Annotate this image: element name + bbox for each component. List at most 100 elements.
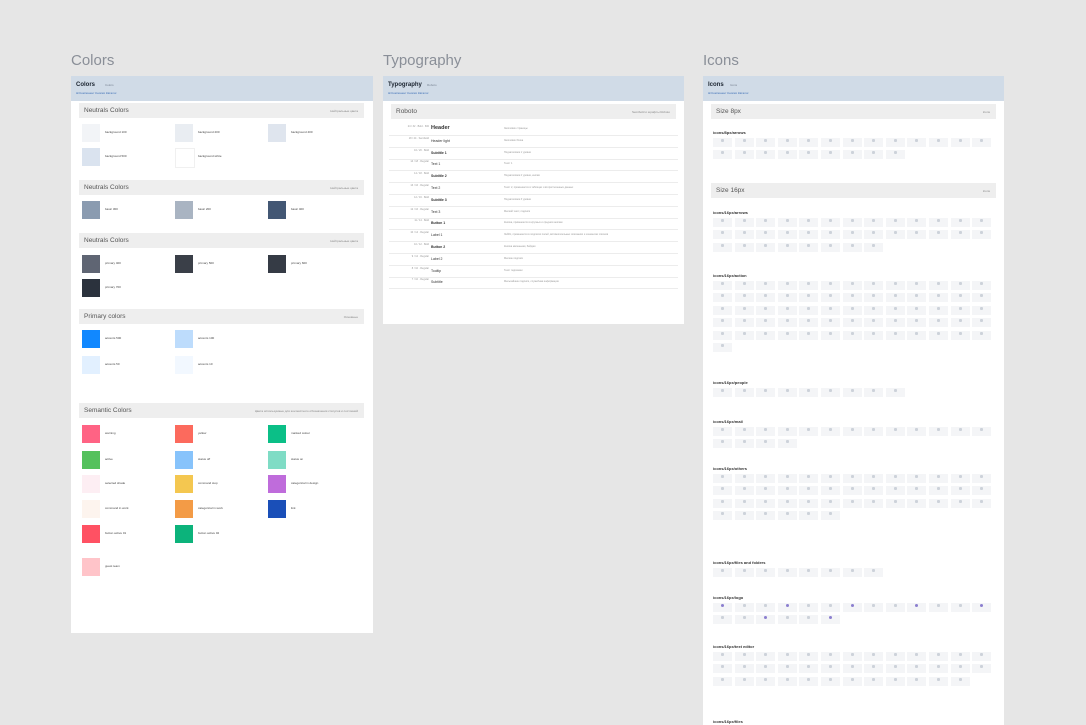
icon-cell[interactable] <box>734 439 754 449</box>
icon-cell[interactable] <box>713 568 732 577</box>
icon-cell[interactable] <box>907 218 927 227</box>
icon-cell[interactable] <box>821 281 840 290</box>
icon-cell[interactable] <box>756 293 776 303</box>
icon-cell[interactable] <box>907 603 927 612</box>
color-swatch[interactable] <box>82 451 100 469</box>
icon-cell[interactable] <box>734 330 754 340</box>
icon-cell[interactable] <box>821 242 840 252</box>
icon-cell[interactable] <box>734 498 754 508</box>
icon-cell[interactable] <box>756 138 776 147</box>
icon-cell[interactable] <box>799 218 819 227</box>
icon-cell[interactable] <box>864 568 884 577</box>
icon-cell[interactable] <box>734 603 754 612</box>
icon-cell[interactable] <box>950 305 970 315</box>
icon-cell[interactable] <box>929 293 948 303</box>
icon-cell[interactable] <box>777 318 797 328</box>
icon-cell[interactable] <box>799 603 819 612</box>
icon-cell[interactable] <box>756 230 776 240</box>
icon-cell[interactable] <box>950 486 970 496</box>
icon-cell[interactable] <box>929 676 948 686</box>
icon-cell[interactable] <box>734 281 754 290</box>
icon-cell[interactable] <box>821 474 840 483</box>
icon-cell[interactable] <box>713 305 732 315</box>
icon-cell[interactable] <box>756 388 776 397</box>
color-swatch[interactable] <box>175 330 193 348</box>
icon-cell[interactable] <box>864 242 884 252</box>
icon-cell[interactable] <box>777 603 797 612</box>
icon-cell[interactable] <box>777 474 797 483</box>
icon-cell[interactable] <box>907 486 927 496</box>
icon-cell[interactable] <box>842 427 862 436</box>
icon-cell[interactable] <box>713 498 732 508</box>
icon-cell[interactable] <box>929 486 948 496</box>
icon-cell[interactable] <box>756 615 776 625</box>
icon-cell[interactable] <box>929 218 948 227</box>
icon-cell[interactable] <box>821 603 840 612</box>
icon-cell[interactable] <box>756 281 776 290</box>
icon-cell[interactable] <box>864 486 884 496</box>
icon-cell[interactable] <box>713 676 732 686</box>
icon-cell[interactable] <box>972 664 992 674</box>
icon-cell[interactable] <box>972 427 992 436</box>
color-swatch[interactable] <box>175 475 193 493</box>
icon-cell[interactable] <box>950 664 970 674</box>
icon-cell[interactable] <box>756 603 776 612</box>
icon-cell[interactable] <box>756 568 776 577</box>
icon-cell[interactable] <box>799 388 819 397</box>
icon-cell[interactable] <box>799 305 819 315</box>
icon-cell[interactable] <box>885 218 905 227</box>
icon-cell[interactable] <box>756 242 776 252</box>
icon-cell[interactable] <box>777 330 797 340</box>
color-swatch[interactable] <box>82 124 100 142</box>
icon-cell[interactable] <box>777 439 797 449</box>
icon-cell[interactable] <box>799 330 819 340</box>
color-swatch[interactable] <box>268 124 286 142</box>
icon-cell[interactable] <box>756 427 776 436</box>
icon-cell[interactable] <box>799 293 819 303</box>
icon-cell[interactable] <box>821 652 840 661</box>
icon-cell[interactable] <box>972 652 992 661</box>
icon-cell[interactable] <box>929 230 948 240</box>
icon-cell[interactable] <box>885 676 905 686</box>
icon-cell[interactable] <box>929 664 948 674</box>
icon-cell[interactable] <box>842 474 862 483</box>
icon-cell[interactable] <box>821 218 840 227</box>
icon-cell[interactable] <box>756 664 776 674</box>
icon-cell[interactable] <box>777 230 797 240</box>
icon-cell[interactable] <box>885 498 905 508</box>
icon-cell[interactable] <box>756 511 776 521</box>
icon-cell[interactable] <box>864 150 884 160</box>
icon-cell[interactable] <box>972 318 992 328</box>
icon-cell[interactable] <box>713 388 732 397</box>
icon-cell[interactable] <box>950 293 970 303</box>
icon-cell[interactable] <box>929 427 948 436</box>
icon-cell[interactable] <box>907 330 927 340</box>
color-swatch[interactable] <box>82 279 100 297</box>
icon-cell[interactable] <box>907 474 927 483</box>
icon-cell[interactable] <box>885 664 905 674</box>
icon-cell[interactable] <box>777 486 797 496</box>
icon-cell[interactable] <box>713 242 732 252</box>
icon-cell[interactable] <box>842 664 862 674</box>
icon-cell[interactable] <box>864 676 884 686</box>
icon-cell[interactable] <box>864 138 884 147</box>
icon-cell[interactable] <box>950 474 970 483</box>
icon-cell[interactable] <box>950 230 970 240</box>
icon-cell[interactable] <box>950 281 970 290</box>
icon-cell[interactable] <box>842 388 862 397</box>
icon-cell[interactable] <box>972 138 992 147</box>
icon-cell[interactable] <box>929 474 948 483</box>
icon-cell[interactable] <box>777 242 797 252</box>
icon-cell[interactable] <box>885 138 905 147</box>
icon-cell[interactable] <box>821 318 840 328</box>
color-swatch[interactable] <box>175 124 193 142</box>
colors-header-links[interactable]: ⊞ Компонент Кнопки Каталог <box>76 91 117 95</box>
icon-cell[interactable] <box>885 652 905 661</box>
icon-cell[interactable] <box>842 293 862 303</box>
icon-cell[interactable] <box>777 218 797 227</box>
icon-cell[interactable] <box>929 330 948 340</box>
icon-cell[interactable] <box>734 293 754 303</box>
color-swatch[interactable] <box>82 558 100 576</box>
icon-cell[interactable] <box>885 318 905 328</box>
icon-cell[interactable] <box>777 676 797 686</box>
